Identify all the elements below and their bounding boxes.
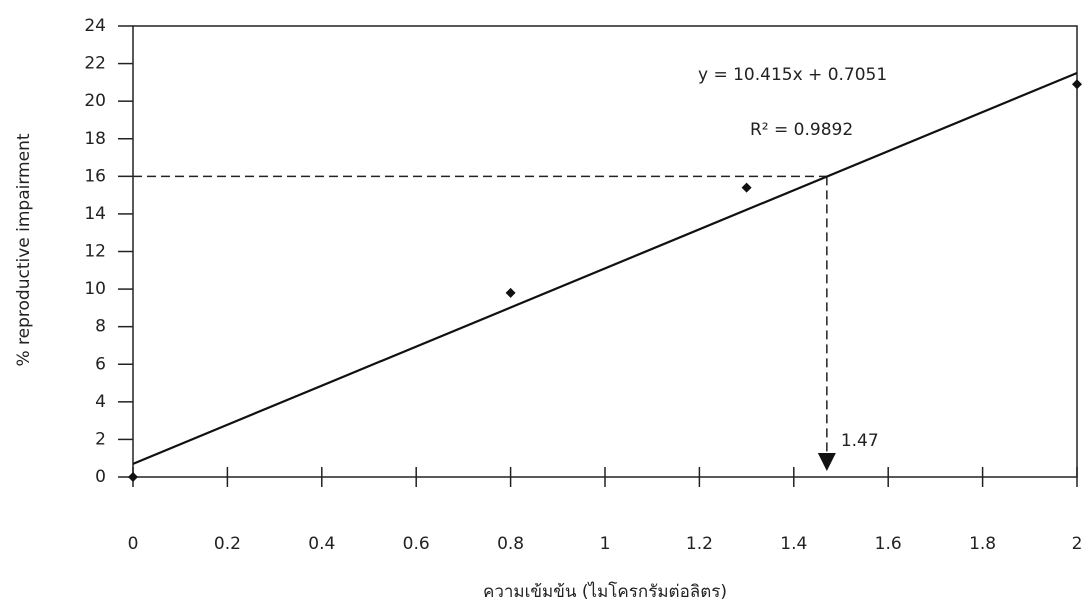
readout-label: 1.47 [841, 431, 879, 451]
y-tick-label: 2 [95, 429, 106, 449]
y-tick-label: 4 [95, 392, 106, 412]
trend-equation: y = 10.415x + 0.7051 [698, 65, 887, 85]
data-point [506, 288, 516, 298]
y-tick-label: 14 [84, 204, 106, 224]
data-point [742, 183, 752, 193]
r-squared: R² = 0.9892 [750, 120, 853, 140]
x-tick-label: 1 [600, 534, 611, 554]
x-tick-label: 1.6 [875, 534, 902, 554]
data-point [128, 472, 138, 482]
y-tick-label: 20 [84, 91, 106, 111]
x-tick-label: 0 [128, 534, 139, 554]
x-tick-label: 1.2 [686, 534, 713, 554]
y-tick-label: 8 [95, 317, 106, 337]
y-tick-label: 0 [95, 467, 106, 487]
y-tick-label: 10 [84, 279, 106, 299]
plot-frame [133, 26, 1077, 477]
x-tick-label: 0.2 [214, 534, 241, 554]
x-tick-label: 0.8 [497, 534, 524, 554]
data-point [1072, 79, 1082, 89]
y-tick-label: 22 [84, 54, 106, 74]
y-tick-label: 6 [95, 354, 106, 374]
page: ความเข้มข้น (ไมโครกรัมต่อลิตร) % reprodu… [0, 0, 1082, 611]
y-tick-label: 16 [84, 166, 106, 186]
y-tick-label: 12 [84, 242, 106, 262]
y-axis-title: % reproductive impairment [14, 133, 34, 366]
y-tick-label: 18 [84, 129, 106, 149]
x-tick-label: 1.4 [780, 534, 807, 554]
x-tick-label: 1.8 [969, 534, 996, 554]
readout-arrow [818, 453, 836, 471]
y-tick-label: 24 [84, 16, 106, 36]
chart: ความเข้มข้น (ไมโครกรัมต่อลิตร) % reprodu… [0, 0, 1082, 611]
x-tick-label: 0.4 [308, 534, 335, 554]
x-tick-label: 0.6 [403, 534, 430, 554]
x-tick-label: 2 [1072, 534, 1082, 554]
trendline [133, 73, 1077, 464]
x-axis-title: ความเข้มข้น (ไมโครกรัมต่อลิตร) [483, 581, 727, 602]
